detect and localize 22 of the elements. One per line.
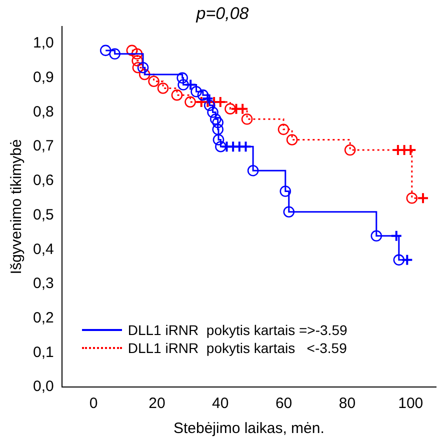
y-tick-label: 0,2 bbox=[32, 309, 54, 326]
legend-label: DLL1 iRNR pokytis kartais <-3.59 bbox=[128, 339, 347, 357]
x-tick-label: 20 bbox=[148, 395, 166, 412]
y-tick-label: 0,6 bbox=[32, 172, 54, 190]
y-axis-title: Išgyvenimo tikimybė bbox=[8, 139, 26, 274]
y-tick-label: 0,5 bbox=[32, 206, 54, 224]
y-tick-label: 1,0 bbox=[32, 34, 54, 52]
legend-label: DLL1 iRNR pokytis kartais =>-3.59 bbox=[128, 321, 348, 339]
x-axis-title: Stebėjimo laikas, mėn. bbox=[173, 420, 324, 438]
x-tick-label: 100 bbox=[398, 395, 424, 412]
y-tick-label: 0,0 bbox=[32, 378, 54, 396]
x-tick-label: 80 bbox=[338, 395, 356, 412]
y-tick-label: 0,4 bbox=[32, 240, 54, 258]
y-tick-label: 0,9 bbox=[32, 69, 54, 86]
chart-title: p=0,08 bbox=[195, 4, 250, 23]
y-tick-label: 0,1 bbox=[32, 344, 54, 361]
x-tick-label: 40 bbox=[212, 395, 229, 412]
x-tick-label: 60 bbox=[275, 395, 292, 412]
y-tick-label: 0,3 bbox=[32, 275, 54, 292]
x-tick-label: 0 bbox=[89, 395, 98, 412]
y-tick-label: 0,7 bbox=[32, 138, 54, 155]
y-tick-label: 0,8 bbox=[32, 103, 54, 120]
